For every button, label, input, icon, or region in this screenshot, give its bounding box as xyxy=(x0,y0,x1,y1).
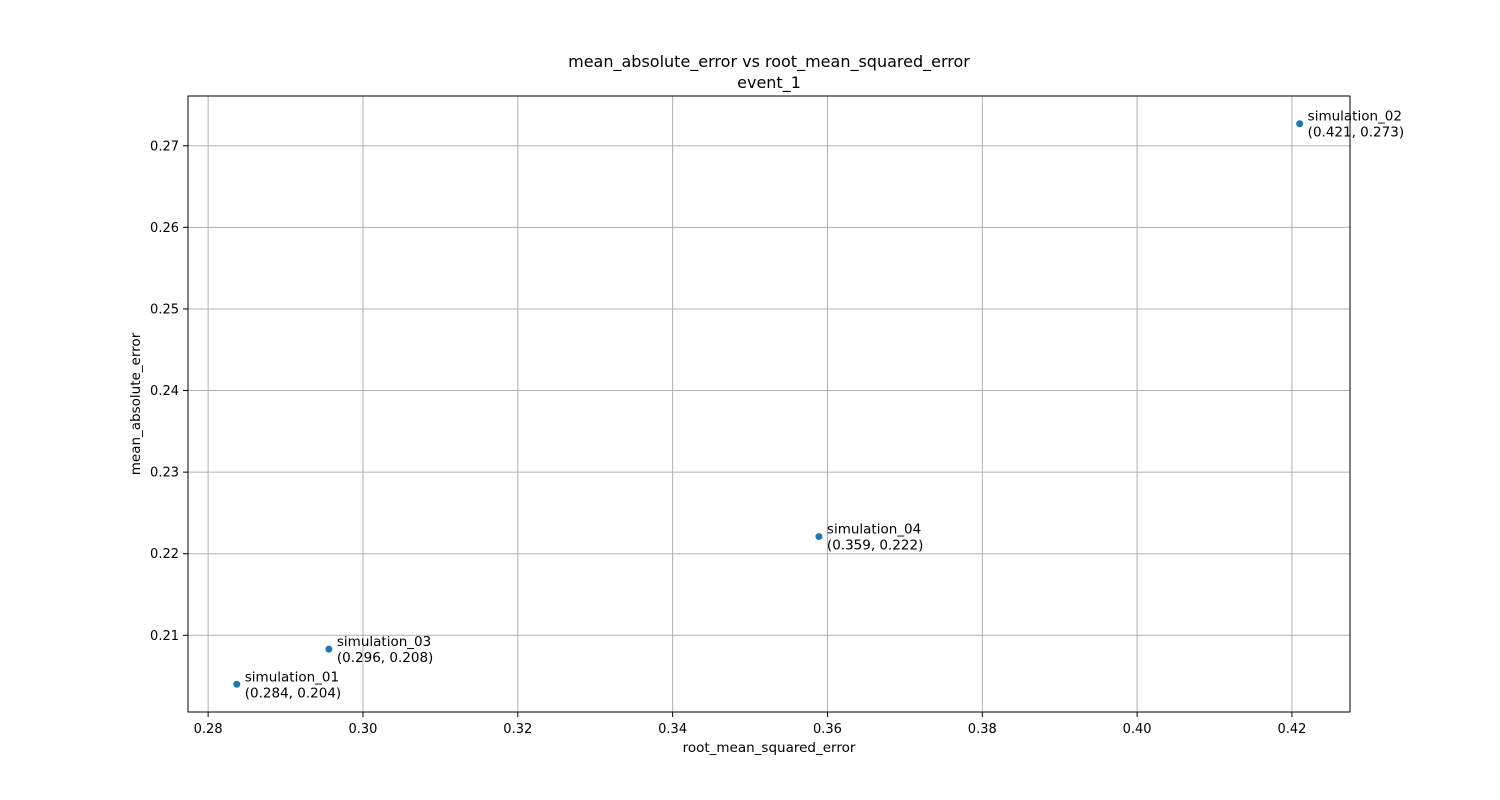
x-tick-label: 0.34 xyxy=(658,722,687,737)
point-name-label: simulation_02 xyxy=(1308,109,1402,125)
x-axis-label: root_mean_squared_error xyxy=(683,740,856,756)
point-coords-label: (0.296, 0.208) xyxy=(337,650,433,666)
tick-layer: 0.28 0.30 0.32 0.34 0.36 0.38 0.40 0.42 0.21 0.22… xyxy=(150,139,1306,737)
point-name-label: simulation_03 xyxy=(337,634,431,650)
data-point xyxy=(815,533,823,541)
y-axis-label: mean_absolute_error xyxy=(128,332,144,475)
y-tick-label: 0.25 xyxy=(150,302,179,317)
x-tick-label: 0.42 xyxy=(1277,722,1306,737)
y-tick-label: 0.26 xyxy=(150,221,179,236)
point-coords-label: (0.359, 0.222) xyxy=(827,538,923,554)
y-tick-label: 0.21 xyxy=(150,629,179,644)
x-tick-label: 0.28 xyxy=(194,722,223,737)
y-tick-label: 0.22 xyxy=(150,547,179,562)
point-name-label: simulation_01 xyxy=(245,669,339,685)
data-point xyxy=(1296,120,1304,128)
chart-title: mean_absolute_error vs root_mean_squared… xyxy=(568,52,970,72)
y-tick-label: 0.27 xyxy=(150,139,179,154)
plot-area-frame xyxy=(187,95,1351,713)
point-layer: simulation_01(0.284, 0.204) simulation_02… xyxy=(233,109,1404,701)
x-tick-label: 0.36 xyxy=(813,722,842,737)
x-tick-label: 0.38 xyxy=(968,722,997,737)
data-point xyxy=(233,680,241,688)
grid-layer xyxy=(188,96,1350,712)
x-tick-label: 0.32 xyxy=(503,722,532,737)
y-tick-label: 0.23 xyxy=(150,466,179,481)
y-tick-label: 0.24 xyxy=(150,384,179,399)
data-point xyxy=(325,645,333,653)
point-coords-label: (0.421, 0.273) xyxy=(1308,125,1404,141)
chart-subtitle: event_1 xyxy=(737,73,801,93)
point-name-label: simulation_04 xyxy=(827,522,921,538)
x-tick-label: 0.40 xyxy=(1123,722,1152,737)
point-coords-label: (0.284, 0.204) xyxy=(245,685,341,701)
x-tick-label: 0.30 xyxy=(348,722,377,737)
